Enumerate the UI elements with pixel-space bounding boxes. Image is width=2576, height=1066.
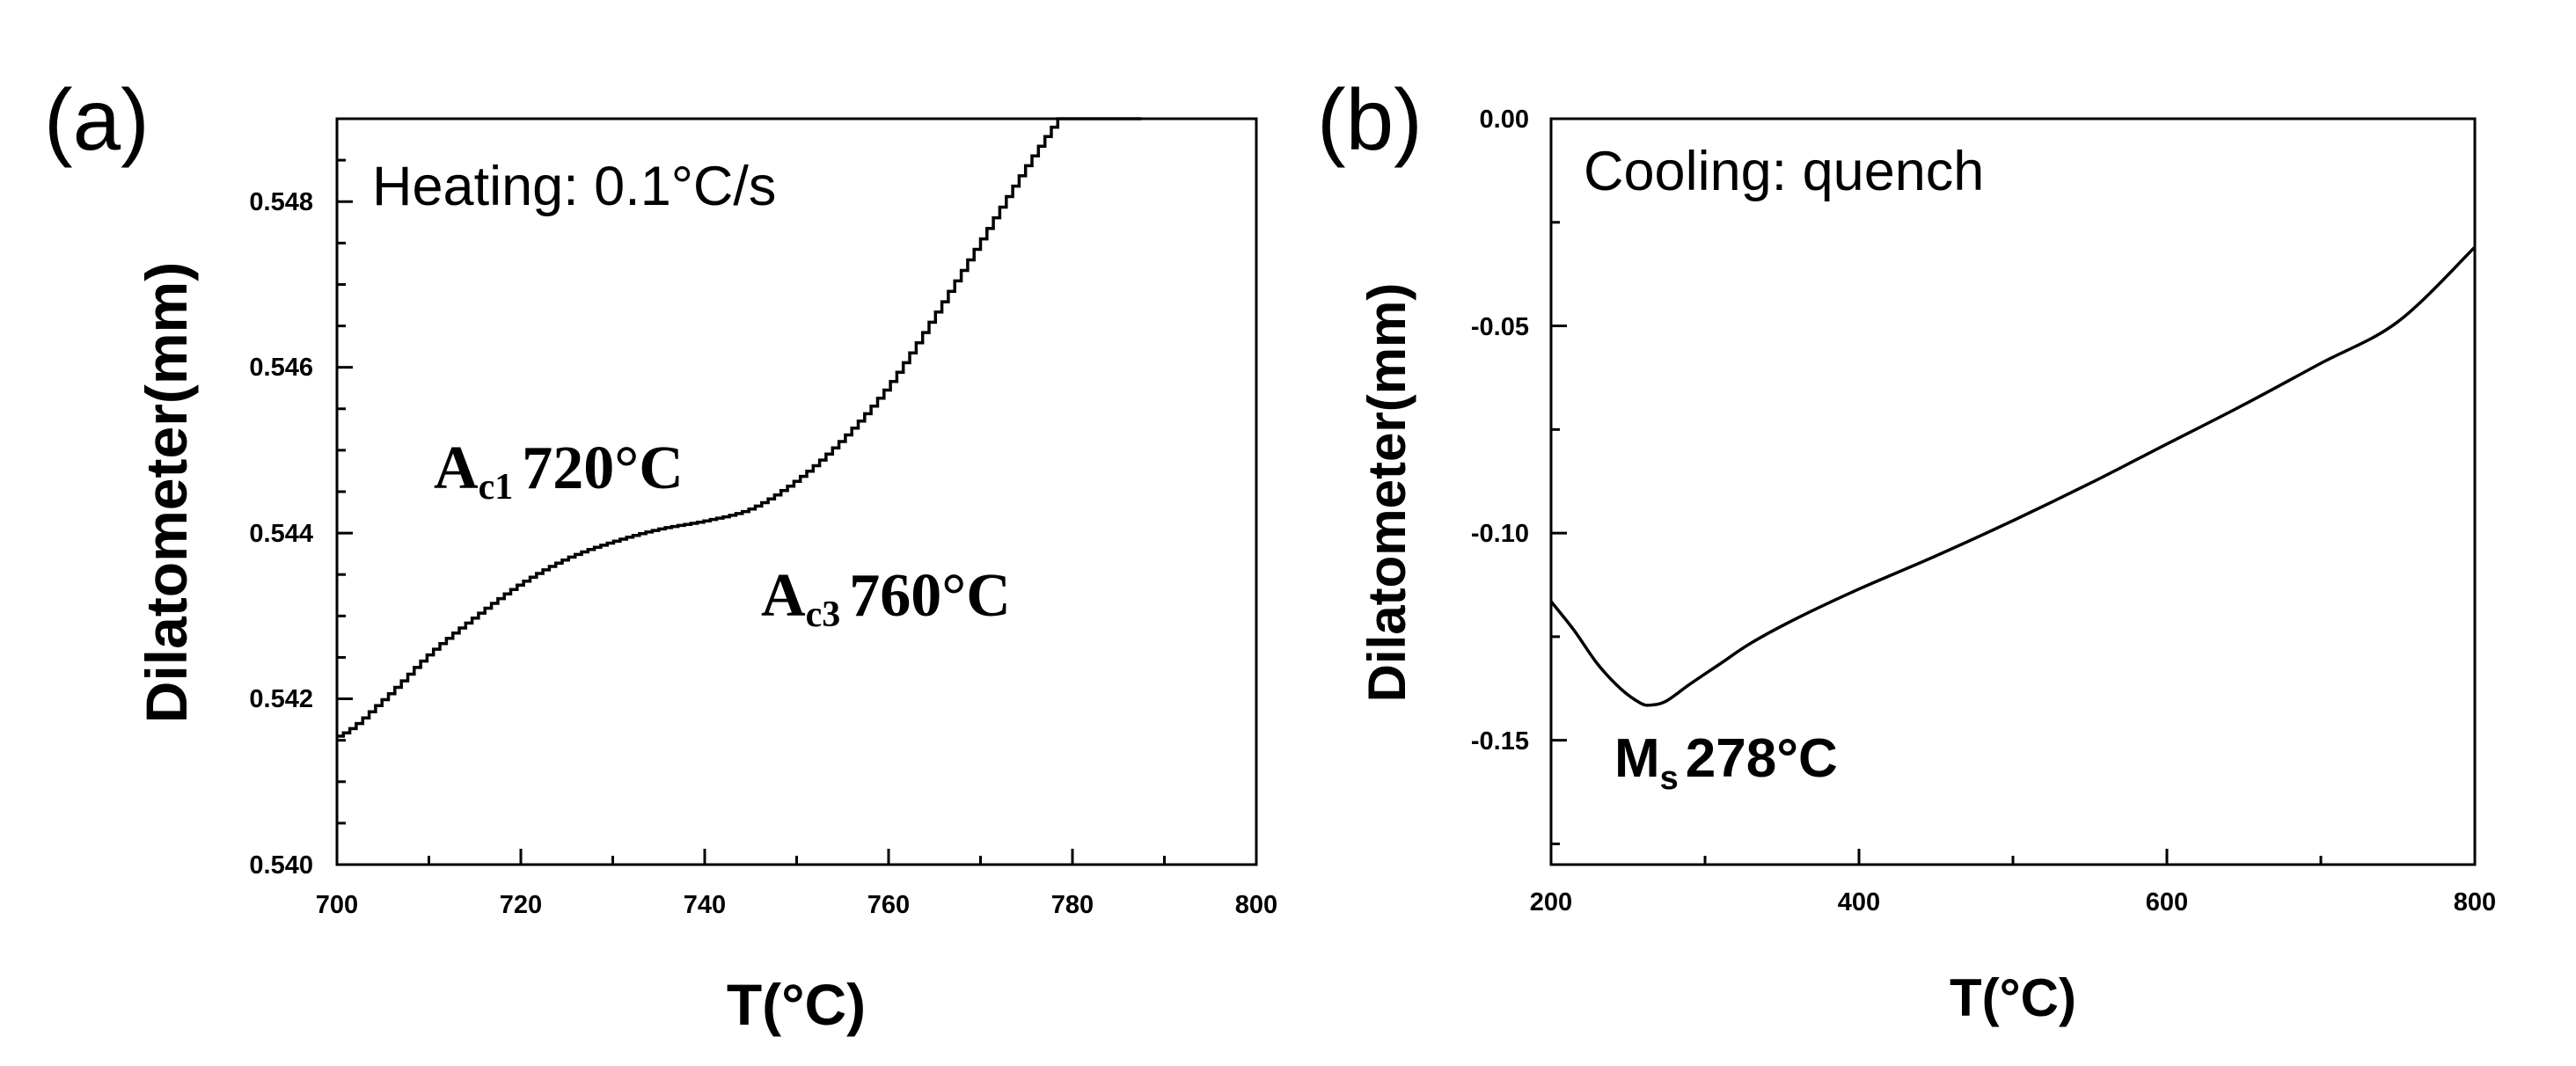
panel-a-x-axis-label: T(°C)	[727, 972, 866, 1037]
panel-b-label: (b)	[1317, 71, 1423, 168]
ac3-symbol: A	[761, 562, 806, 630]
ac1-symbol: A	[434, 434, 479, 502]
panel-a-y-tick-label: 0.540	[249, 851, 313, 880]
panel-a-series-line	[337, 117, 1142, 738]
panel-b-x-tick-label: 400	[1838, 888, 1880, 916]
ms-symbol: M	[1614, 728, 1660, 789]
panel-a-y-tick-label: 0.542	[249, 685, 313, 713]
panel-b-x-tick-label: 600	[2146, 888, 2188, 916]
panel-b-y-axis-label: Dilatometer(mm)	[1358, 283, 1416, 703]
panel-a-x-tick-label: 720	[500, 891, 542, 919]
panel-a: (a) 700 720 740 760 780 800 0.540 0.542 …	[44, 71, 1277, 1037]
panel-a-y-tick-label: 0.548	[249, 188, 313, 216]
panel-b-y-tick-label: -0.05	[1471, 313, 1529, 341]
panel-b-series-line	[1549, 245, 2477, 707]
panel-a-annotation-ac3: Ac3 760°C	[761, 562, 1011, 635]
panel-b-x-tick-label: 800	[2454, 888, 2496, 916]
ac1-value: 720°C	[522, 434, 684, 502]
panel-b: (b) 200 400 600 800 0.00 -0.05 -0.10 -0.…	[1317, 71, 2496, 1027]
panel-b-y-ticks	[1551, 117, 1567, 845]
panel-a-x-tick-label: 780	[1051, 891, 1094, 919]
panel-b-y-tick-label: 0.00	[1480, 106, 1529, 134]
panel-a-x-tick-label: 740	[684, 891, 726, 919]
panel-a-annotation-ac1: Ac1 720°C	[434, 434, 684, 507]
panel-b-x-axis-label: T(°C)	[1950, 968, 2076, 1027]
panel-b-y-tick-label: -0.15	[1471, 727, 1529, 756]
panel-b-x-ticks	[1549, 849, 2477, 865]
ac1-subscript: c1	[479, 467, 514, 507]
panel-b-annotation-ms: Ms 278°C	[1614, 728, 1838, 797]
ms-value: 278°C	[1686, 728, 1838, 789]
ac3-subscript: c3	[806, 595, 841, 635]
panel-a-y-tick-label: 0.544	[249, 520, 313, 548]
ac3-value: 760°C	[849, 562, 1011, 630]
panel-b-x-tick-label: 200	[1530, 888, 1572, 916]
panel-b-y-tick-label: -0.10	[1471, 520, 1529, 548]
panel-a-y-ticks	[337, 117, 353, 866]
panel-a-condition-label: Heating: 0.1°C/s	[372, 156, 776, 217]
panel-a-label: (a)	[44, 71, 150, 168]
panel-a-x-tick-label: 760	[867, 891, 910, 919]
ms-subscript: s	[1660, 760, 1679, 797]
panel-a-y-axis-label: Dilatometer(mm)	[134, 262, 199, 723]
panel-b-condition-label: Cooling: quench	[1584, 141, 1984, 202]
panel-a-x-tick-label: 700	[316, 891, 358, 919]
panel-a-y-tick-label: 0.546	[249, 354, 313, 382]
panel-a-x-ticks	[335, 849, 1258, 865]
panel-a-x-tick-label: 800	[1235, 891, 1277, 919]
